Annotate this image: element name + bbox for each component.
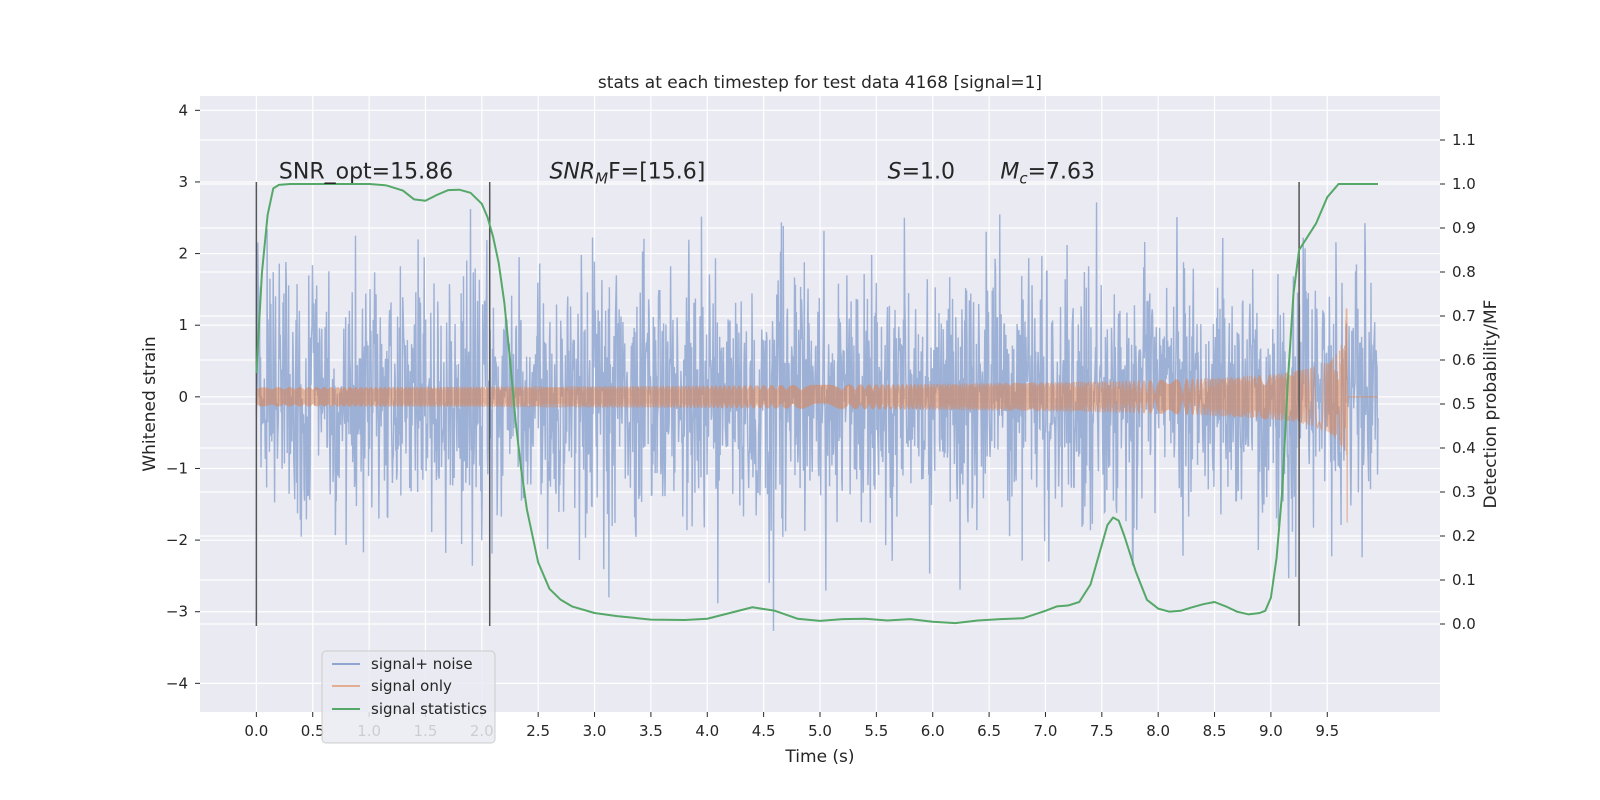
annotation-snr-mf-main: SNR — [549, 159, 595, 184]
annotation-snr-opt: SNR_opt=15.86 — [279, 159, 453, 184]
x-axis-label: Time (s) — [784, 747, 854, 767]
legend: signal+ noise signal only signal statist… — [321, 650, 496, 744]
y-right-axis-label: Detection probability/MF — [1481, 300, 1501, 509]
x-tick-label-6: 3.0 — [583, 722, 607, 740]
y-right-tick-label-4: 0.4 — [1452, 439, 1476, 457]
legend-label-signal: signal only — [371, 677, 452, 695]
x-tick-label-5: 2.5 — [526, 722, 550, 740]
annotation-mc-main: M — [1000, 159, 1019, 184]
x-tick-label-10: 5.0 — [808, 722, 832, 740]
x-tick-label-1: 0.5 — [301, 722, 325, 740]
y-right-tick-label-0: 0.0 — [1452, 615, 1476, 633]
y-axis-ticks: −4 −3 −2 −1 0 1 2 3 4 — [166, 101, 200, 692]
y-right-tick-label-7: 0.7 — [1452, 307, 1476, 325]
y-right-tick-label-2: 0.2 — [1452, 527, 1476, 545]
signal-series-layer — [255, 308, 1378, 523]
y-tick-label-5: 1 — [178, 316, 188, 334]
y-tick-label-8: 4 — [178, 101, 188, 119]
x-tick-label-7: 3.5 — [639, 722, 663, 740]
y-right-tick-label-5: 0.5 — [1452, 395, 1476, 413]
y-tick-label-2: −2 — [166, 531, 188, 549]
x-tick-label-9: 4.5 — [752, 722, 776, 740]
x-tick-label-12: 6.0 — [921, 722, 945, 740]
y-right-tick-label-11: 1.1 — [1452, 131, 1476, 149]
annotations: SNR_opt=15.86 SNRMF=[15.6] S=1.0 Mc=7.63 — [279, 159, 1095, 187]
y-tick-label-0: −4 — [166, 674, 188, 692]
annotation-snr-mf: SNRMF=[15.6] — [549, 159, 705, 187]
chart-title: stats at each timestep for test data 416… — [598, 73, 1042, 93]
x-tick-label-19: 9.5 — [1315, 722, 1339, 740]
annotation-snr-mf-subscript: M — [595, 169, 608, 187]
y-tick-label-3: −1 — [166, 459, 188, 477]
y-right-tick-label-8: 0.8 — [1452, 263, 1476, 281]
annotation-mc-value: =7.63 — [1028, 159, 1095, 184]
y-right-tick-label-10: 1.0 — [1452, 175, 1476, 193]
legend-label-noise: signal+ noise — [371, 655, 473, 673]
y-axis-label: Whitened strain — [140, 336, 160, 471]
y-right-axis-ticks: 0.0 0.1 0.2 0.3 0.4 0.5 0.6 0.7 0.8 0.9 1.0 1.1 — [1440, 131, 1476, 633]
annotation-snr-mf-rest: F=[15.6] — [608, 159, 705, 184]
x-tick-label-16: 8.0 — [1146, 722, 1170, 740]
y-tick-label-1: −3 — [166, 603, 188, 621]
series-signal-only — [255, 308, 1378, 523]
y-right-tick-label-9: 0.9 — [1452, 219, 1476, 237]
x-tick-label-15: 7.5 — [1090, 722, 1114, 740]
annotation-snr-mf-f: F=[15.6] — [608, 159, 705, 184]
annotation-s: S=1.0 — [888, 159, 955, 184]
y-right-tick-label-6: 0.6 — [1452, 351, 1476, 369]
series-signal-statistics — [255, 183, 1378, 625]
annotation-s-value: =1.0 — [902, 159, 955, 184]
x-tick-label-18: 9.0 — [1259, 722, 1283, 740]
x-tick-label-11: 5.5 — [864, 722, 888, 740]
annotation-s-main: S — [888, 159, 902, 184]
y-tick-label-7: 3 — [178, 173, 188, 191]
x-tick-label-14: 7.0 — [1034, 722, 1058, 740]
x-tick-label-0: 0.0 — [244, 722, 268, 740]
x-tick-label-17: 8.5 — [1203, 722, 1227, 740]
stats-series-layer — [255, 183, 1378, 625]
annotation-mc-subscript: c — [1019, 169, 1028, 187]
y-right-tick-label-1: 0.1 — [1452, 571, 1476, 589]
legend-label-stats: signal statistics — [371, 700, 487, 718]
y-right-tick-label-3: 0.3 — [1452, 483, 1476, 501]
x-tick-label-8: 4.0 — [695, 722, 719, 740]
annotation-mc: Mc=7.63 — [1000, 159, 1095, 187]
y-tick-label-4: 0 — [178, 388, 188, 406]
legend-box — [321, 650, 496, 744]
y-tick-label-6: 2 — [178, 245, 188, 263]
x-tick-label-13: 6.5 — [977, 722, 1001, 740]
